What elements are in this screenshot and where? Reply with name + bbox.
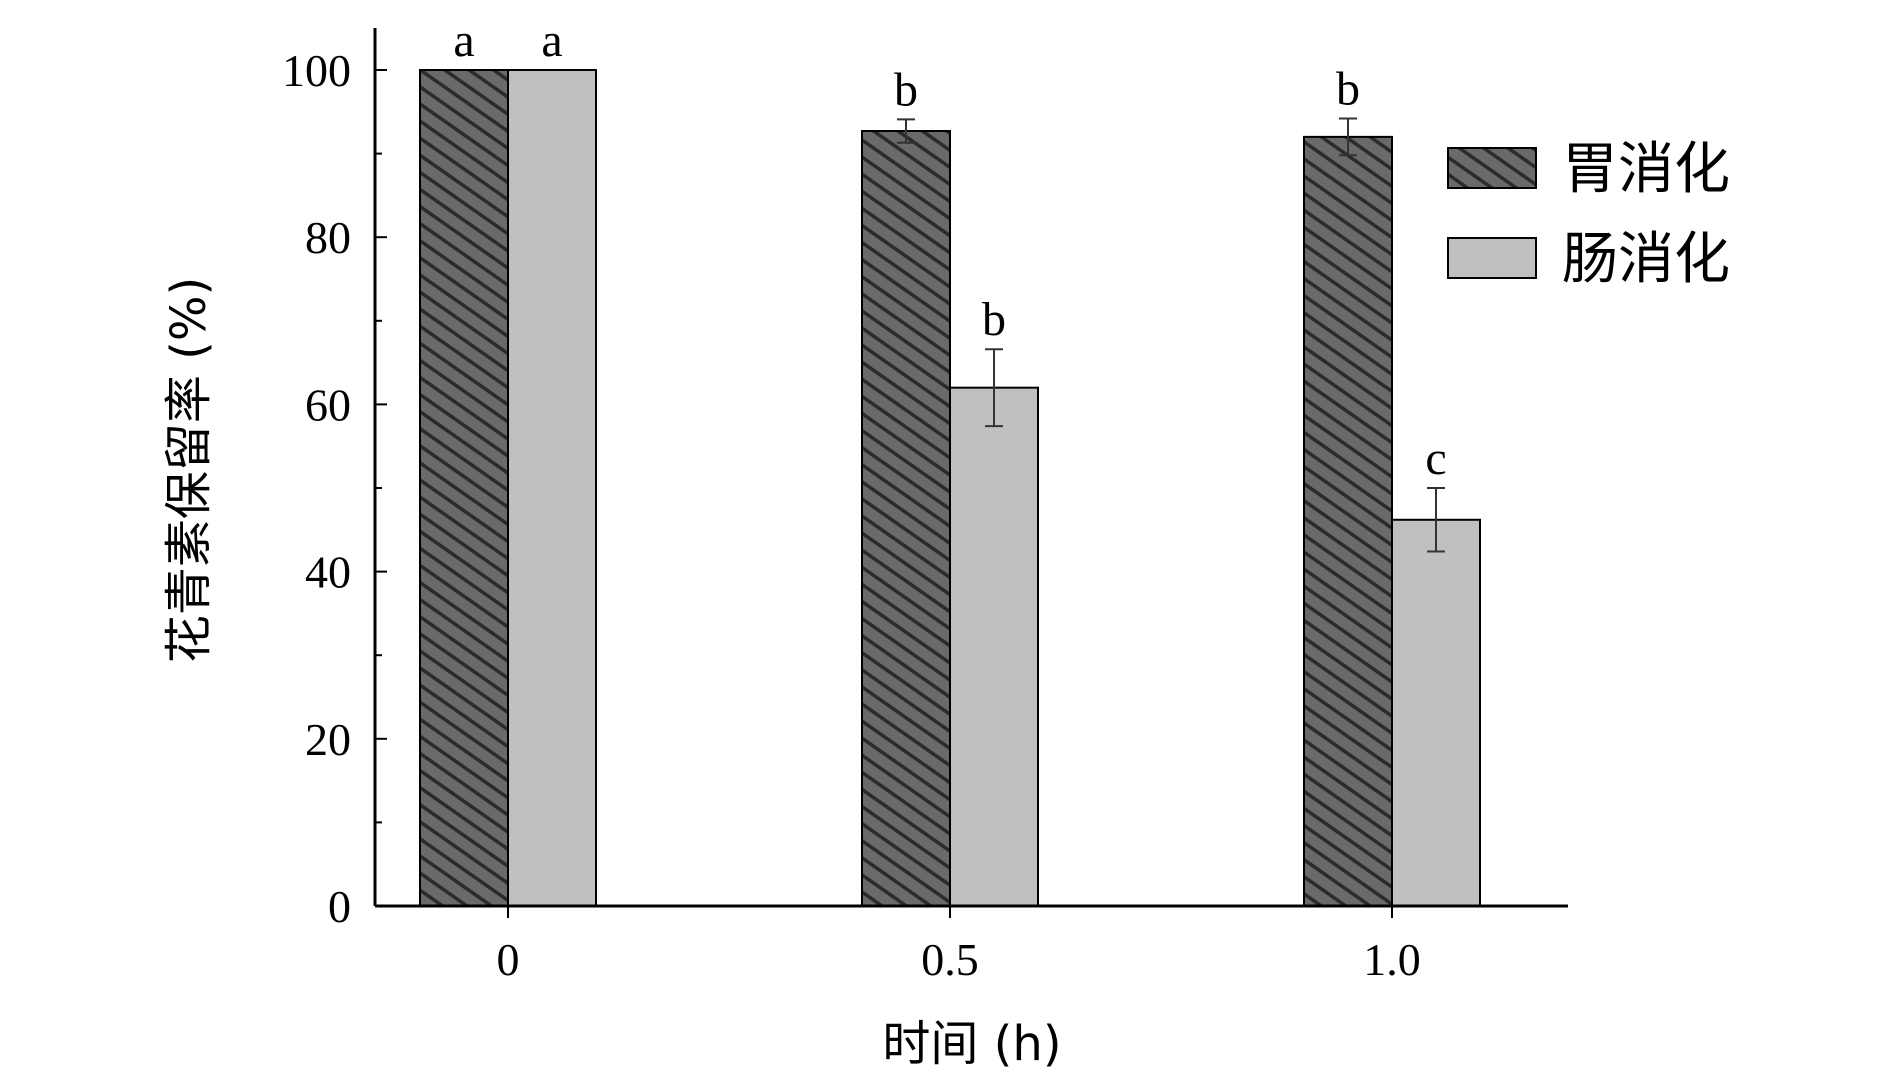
x-ticks-layer: 0 0.5 1.0	[497, 906, 1421, 985]
error-bar-gastric-2	[1339, 117, 1357, 157]
y-tick-label-60: 60	[305, 379, 351, 430]
y-tick-label-80: 80	[305, 212, 351, 263]
y-tick-label-40: 40	[305, 547, 351, 598]
significance-label-gastric-0: a	[453, 14, 474, 67]
axes	[373, 28, 1568, 908]
bar-gastric-1	[861, 130, 951, 907]
y-ticks-layer: 0 20 40 60 80 100	[282, 45, 387, 932]
significance-label-intestinal-2: c	[1425, 432, 1446, 485]
significance-label-gastric-1: b	[894, 63, 918, 116]
x-tick-label-2: 1.0	[1363, 934, 1421, 985]
error-bars-layer	[897, 117, 1445, 553]
bar-intestinal-0	[507, 69, 597, 907]
y-tick-label-20: 20	[305, 714, 351, 765]
bar-intestinal-2	[1391, 518, 1481, 907]
x-tick-label-0: 0	[497, 934, 520, 985]
significance-label-intestinal-0: a	[541, 14, 562, 67]
significance-labels-layer: a b b a b c	[453, 14, 1446, 485]
y-axis-title: 花青素保留率 (%)	[161, 277, 217, 663]
x-axis-title: 时间 (h)	[882, 1016, 1061, 1071]
significance-label-gastric-2: b	[1336, 62, 1360, 115]
bars-layer	[419, 69, 1481, 907]
error-bar-intestinal-2	[1427, 487, 1445, 553]
error-bar-intestinal-1	[985, 348, 1003, 428]
bar-gastric-0	[419, 69, 509, 907]
bar-intestinal-1	[949, 386, 1039, 907]
legend-swatch-gastric	[1447, 147, 1537, 189]
legend-label-intestinal: 肠消化	[1562, 227, 1730, 292]
legend-swatch-intestinal	[1447, 237, 1537, 279]
legend-label-gastric: 胃消化	[1562, 137, 1730, 202]
error-bar-gastric-1	[897, 118, 915, 144]
bar-gastric-2	[1303, 135, 1393, 907]
y-tick-label-100: 100	[282, 45, 351, 96]
significance-label-intestinal-1: b	[982, 293, 1006, 346]
x-tick-label-1: 0.5	[921, 934, 979, 985]
y-tick-label-0: 0	[328, 881, 351, 932]
